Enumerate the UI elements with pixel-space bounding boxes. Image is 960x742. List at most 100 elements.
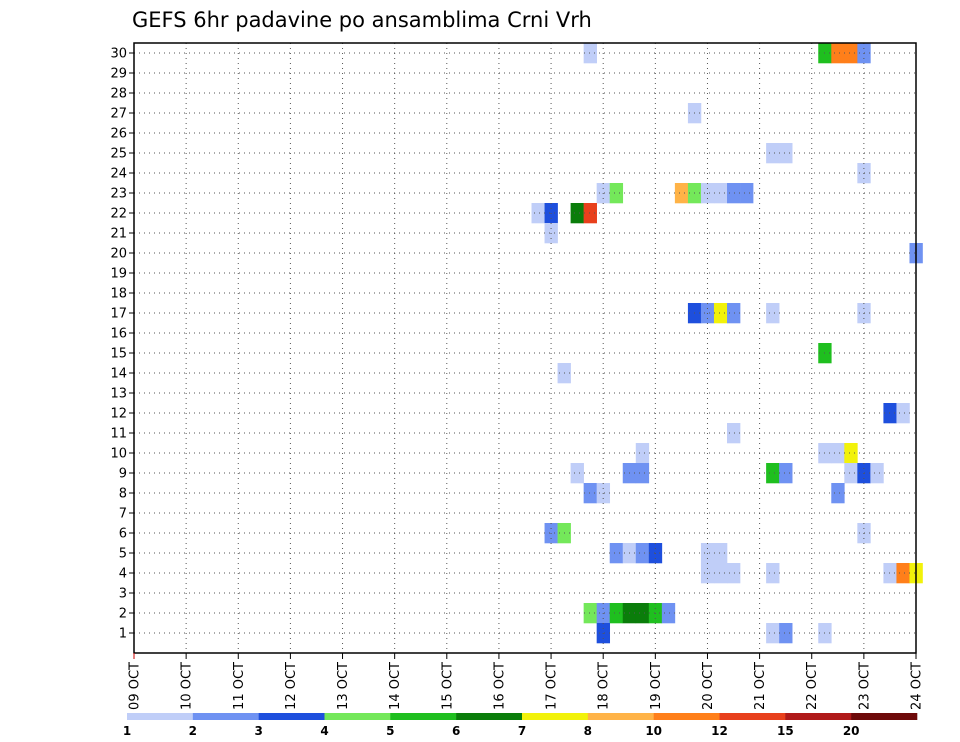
colorbar-label: 6: [452, 724, 460, 738]
y-tick-label: 28: [110, 87, 127, 102]
colorbar-segment: [653, 713, 720, 720]
y-axis: 1234567891011121314151617181920212223242…: [110, 47, 134, 642]
y-tick-label: 4: [119, 567, 127, 582]
x-tick-label: 24 OCT: [910, 662, 925, 710]
chart-title: GEFS 6hr padavine po ansamblima Crni Vrh: [132, 8, 592, 32]
heatmap-cell: [635, 603, 650, 624]
heatmap-cell: [831, 483, 845, 504]
x-tick-label: 15 OCT: [440, 662, 455, 710]
colorbar-segment: [522, 713, 589, 720]
heatmap-cell: [831, 43, 845, 64]
heatmap-cell: [583, 483, 597, 504]
y-tick-label: 3: [119, 587, 127, 602]
y-tick-label: 16: [110, 327, 127, 342]
colorbar-segment: [258, 713, 325, 720]
heatmap-cell: [570, 203, 584, 224]
y-tick-label: 25: [110, 147, 127, 162]
colorbar-label: 10: [645, 724, 662, 738]
y-tick-label: 29: [110, 67, 127, 82]
colorbar-segment: [785, 713, 852, 720]
y-tick-label: 2: [119, 607, 127, 622]
colorbar-label: 20: [843, 724, 860, 738]
x-tick-label: 11 OCT: [232, 662, 247, 710]
heatmap-cell: [727, 423, 741, 444]
x-tick-label: 14 OCT: [388, 662, 403, 710]
heatmap-cell: [831, 443, 845, 464]
colorbar-label: 12: [711, 724, 728, 738]
y-tick-label: 13: [110, 387, 127, 402]
heatmap-cell: [583, 43, 597, 64]
x-tick-label: 23 OCT: [857, 662, 872, 710]
heatmap-cell: [896, 563, 910, 584]
heatmap-cell: [661, 603, 676, 624]
heatmap-cell: [635, 543, 650, 564]
y-tick-label: 11: [110, 427, 127, 442]
heatmap-cell: [779, 623, 793, 644]
heatmap-cell: [609, 183, 624, 204]
heatmap-cell: [727, 303, 741, 324]
heatmap-cell: [766, 563, 780, 584]
heatmap-cell: [844, 443, 858, 464]
colorbar-label: 4: [320, 724, 328, 738]
y-tick-label: 24: [110, 167, 127, 182]
y-tick-label: 23: [110, 187, 127, 202]
x-tick-label: 21 OCT: [753, 662, 768, 710]
y-tick-label: 10: [110, 447, 127, 462]
x-tick-label: 22 OCT: [805, 662, 820, 710]
colorbar-label: 15: [777, 724, 794, 738]
colorbar-label: 7: [518, 724, 526, 738]
colorbar-label: 1: [123, 724, 131, 738]
x-tick-label: 18 OCT: [597, 662, 612, 710]
x-tick-label: 17 OCT: [545, 662, 560, 710]
heatmap-cell: [766, 623, 780, 644]
x-tick-label: 09 OCT: [128, 662, 143, 710]
heatmap-cell: [583, 603, 597, 624]
heatmap-cell: [779, 463, 793, 484]
heatmap-cell: [674, 183, 689, 204]
heatmap-cell: [609, 603, 624, 624]
y-tick-label: 14: [110, 367, 127, 382]
colorbar-label: 2: [189, 724, 197, 738]
heatmap-cell: [713, 563, 728, 584]
y-tick-label: 26: [110, 127, 127, 142]
heatmap-cell: [844, 463, 858, 484]
colorbar-segment: [851, 713, 918, 720]
grid-lines: [134, 43, 916, 653]
colorbar-segment: [719, 713, 786, 720]
heatmap-cell: [531, 203, 545, 224]
x-tick-label: 10 OCT: [180, 662, 195, 710]
heatmap-cell: [609, 543, 624, 564]
x-tick-label: 20 OCT: [701, 662, 716, 710]
heatmap-cell: [635, 463, 650, 484]
colorbar-label: 3: [254, 724, 262, 738]
heatmap-cell: [844, 43, 858, 64]
colorbar-segment: [324, 713, 391, 720]
heatmap-cell: [883, 563, 897, 584]
heatmap-cell: [713, 543, 728, 564]
colorbar-segment: [127, 713, 194, 720]
y-tick-label: 17: [110, 307, 127, 322]
heatmap-cell: [766, 303, 780, 324]
heatmap-cell: [713, 183, 728, 204]
y-tick-label: 30: [110, 47, 127, 62]
colorbar-label: 5: [386, 724, 394, 738]
heatmap-cell: [766, 463, 780, 484]
y-tick-label: 27: [110, 107, 127, 122]
heatmap-cell: [870, 463, 884, 484]
y-tick-label: 6: [119, 527, 127, 542]
heatmap-cell: [570, 463, 584, 484]
x-axis: 09 OCT 10 OCT 11 OCT 12 OCT 13 OCT 14 OCT 15 O…: [128, 653, 925, 710]
heatmap-cells: [531, 43, 923, 644]
y-tick-label: 12: [110, 407, 127, 422]
heatmap-cell: [727, 183, 741, 204]
heatmap-cell: [896, 403, 910, 424]
x-tick-label: 12 OCT: [284, 662, 299, 710]
colorbar-label: 8: [584, 724, 592, 738]
colorbar-legend: 1 2 3 4 5 6 7 8 10 12 15 20: [123, 713, 918, 738]
y-tick-label: 9: [119, 467, 127, 482]
colorbar-segment: [587, 713, 654, 720]
y-tick-label: 20: [110, 247, 127, 262]
x-tick-label: 13 OCT: [336, 662, 351, 710]
heatmap-cell: [583, 203, 597, 224]
